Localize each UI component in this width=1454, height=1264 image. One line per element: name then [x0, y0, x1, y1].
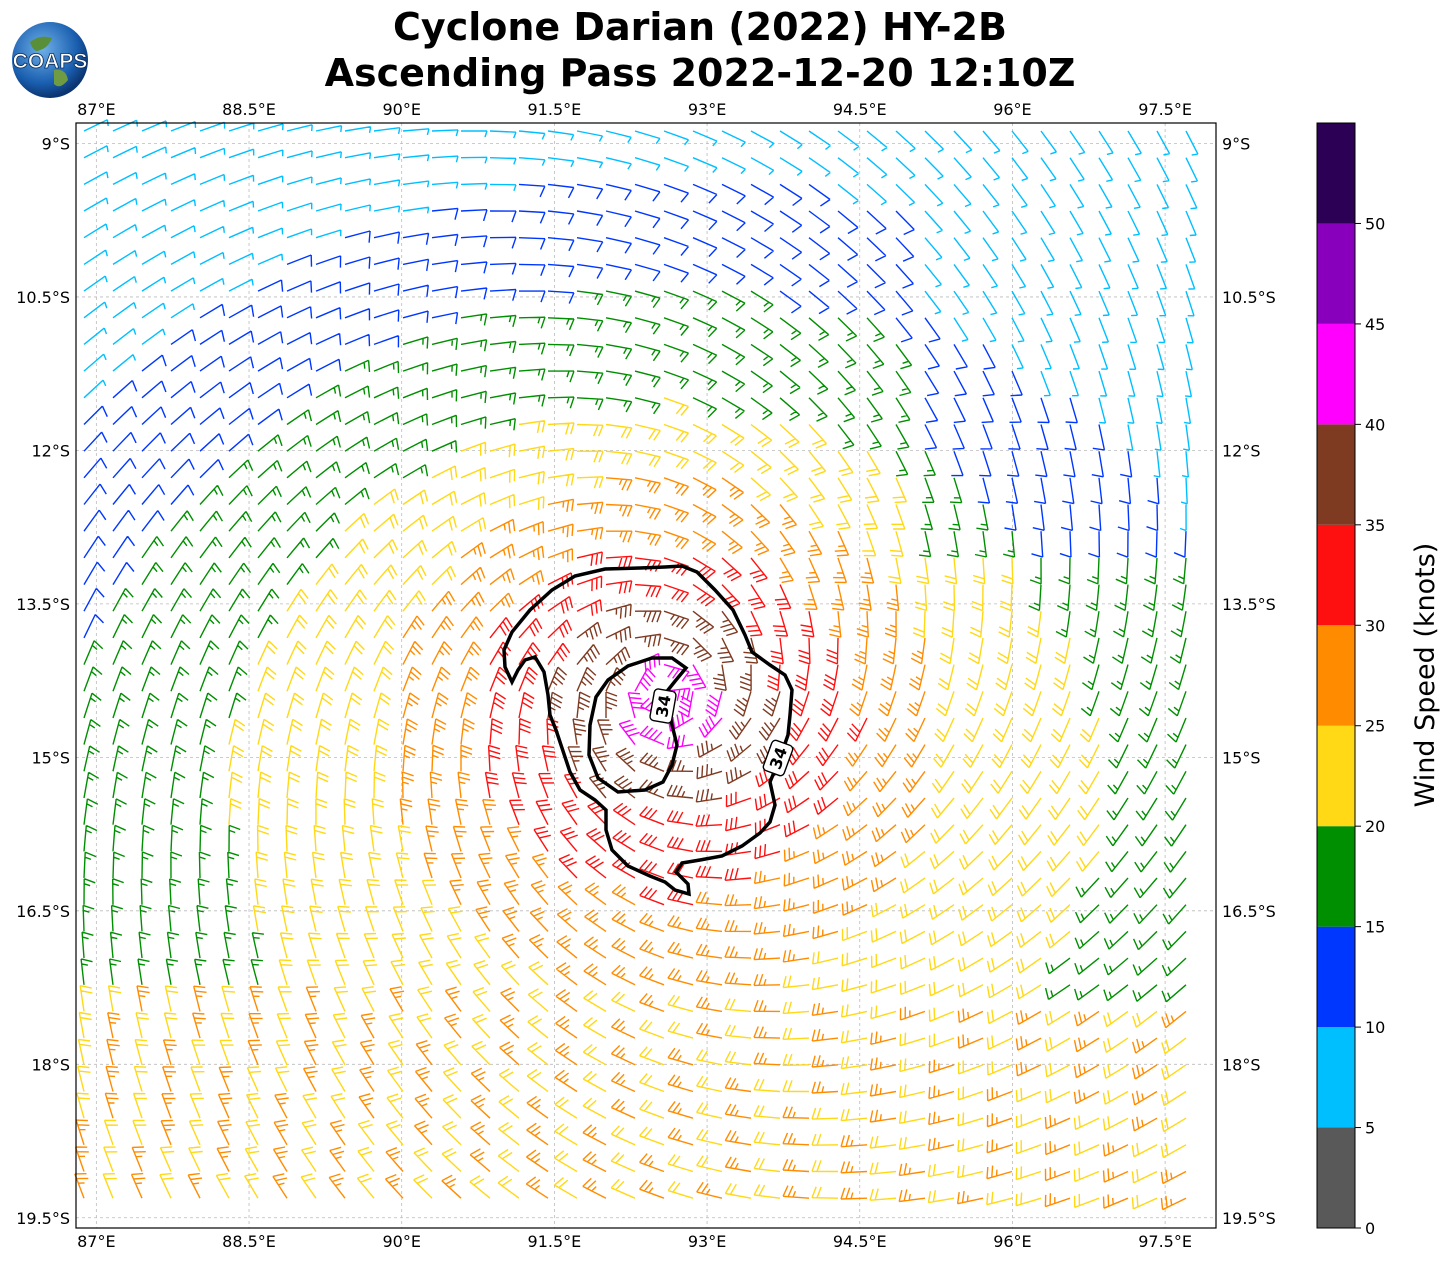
contour-label-right: 34	[762, 739, 794, 777]
lat-tick-label-right: 10.5°S	[1222, 288, 1276, 307]
colorbar-bin	[1317, 223, 1355, 324]
lon-tick-label-top: 87°E	[77, 100, 115, 119]
lon-tick-label-top: 88.5°E	[222, 100, 276, 119]
colorbar-tick-label: 0	[1365, 1219, 1375, 1238]
colorbar-bin	[1317, 323, 1355, 425]
colorbar-tick-label: 25	[1365, 717, 1385, 736]
colorbar-bin	[1317, 1127, 1355, 1228]
lat-tick-label-left: 16.5°S	[16, 902, 70, 921]
chart-title: Cyclone Darian (2022) HY-2B Ascending Pa…	[250, 4, 1150, 96]
lon-tick-label-top: 93°E	[688, 100, 726, 119]
colorbar-bin	[1317, 826, 1355, 927]
lat-tick-label-left: 19.5°S	[16, 1209, 70, 1228]
lon-tick-label-top: 96°E	[993, 100, 1031, 119]
lon-tick-label-bottom: 91.5°E	[528, 1232, 582, 1251]
colorbar-bin	[1317, 424, 1355, 525]
title-line-2: Ascending Pass 2022-12-20 12:10Z	[324, 51, 1076, 95]
lat-tick-label-left: 13.5°S	[16, 595, 70, 614]
colorbar-bin	[1317, 725, 1355, 827]
wind-barb-group	[547, 603, 781, 803]
colorbar-tick-label: 50	[1365, 214, 1385, 233]
colorbar-label: Wind Speed (knots)	[1410, 543, 1441, 808]
wind-barb-group	[74, 477, 1187, 1211]
globe-icon	[12, 22, 88, 98]
colorbar-tick-label: 15	[1365, 918, 1385, 937]
colorbar-frame	[1316, 122, 1356, 1229]
lon-tick-label-bottom: 88.5°E	[222, 1232, 276, 1251]
contour-label-left: 34	[649, 688, 677, 724]
lon-tick-label-top: 97.5°E	[1138, 100, 1192, 119]
lat-tick-label-right: 19.5°S	[1222, 1209, 1276, 1228]
lat-tick-label-right: 18°S	[1222, 1055, 1261, 1074]
wind-barb-group	[83, 119, 1199, 532]
colorbar-bin	[1317, 625, 1355, 726]
title-line-1: Cyclone Darian (2022) HY-2B	[393, 5, 1007, 49]
wind-barbs	[74, 119, 1199, 1211]
colorbar-tick-label: 40	[1365, 415, 1385, 434]
colorbar-tick-label: 10	[1365, 1018, 1385, 1037]
colorbar-tick-label: 20	[1365, 817, 1385, 836]
lat-tick-label-left: 15°S	[31, 748, 70, 767]
lon-tick-label-bottom: 96°E	[993, 1232, 1031, 1251]
lat-tick-label-left: 18°S	[31, 1055, 70, 1074]
lat-tick-label-left: 10.5°S	[16, 288, 70, 307]
contour-inner-line	[587, 656, 689, 794]
lat-tick-label-right: 12°S	[1222, 441, 1261, 460]
colorbar-tick-label: 35	[1365, 516, 1385, 535]
colorbar-bin	[1317, 1027, 1355, 1128]
lon-tick-label-top: 91.5°E	[528, 100, 582, 119]
contour-label-left-text: 34	[652, 693, 675, 718]
lon-tick-label-bottom: 87°E	[77, 1232, 115, 1251]
gridlines	[76, 123, 1216, 1228]
contour-outer-line	[502, 564, 794, 897]
axis-ticks: 87°E 87°E 88.5°E 88.5°E 90°E 90°E 91.5°E 91.5°E…	[16, 100, 1276, 1251]
lat-tick-label-left: 12°S	[31, 441, 70, 460]
colorbar: 0 5 10 15 20 25 30 35 40 45 50	[1316, 122, 1385, 1238]
map-frame	[75, 122, 1217, 1229]
colorbar-tick-label: 5	[1365, 1119, 1375, 1138]
wind-barb-group	[80, 290, 1187, 1003]
lat-tick-label-right: 15°S	[1222, 748, 1261, 767]
wind-barb-group	[83, 183, 1187, 639]
lat-tick-label-right: 13.5°S	[1222, 595, 1276, 614]
lat-tick-label-left: 9°S	[42, 134, 70, 153]
colorbar-bin	[1317, 123, 1355, 224]
colorbar-bin	[1317, 524, 1355, 626]
lon-tick-label-bottom: 93°E	[688, 1232, 726, 1251]
lon-tick-label-bottom: 94.5°E	[833, 1232, 887, 1251]
coaps-logo: COAPS	[12, 22, 88, 98]
lon-tick-label-bottom: 90°E	[382, 1232, 420, 1251]
colorbar-tick-label: 30	[1365, 616, 1385, 635]
lon-tick-label-top: 94.5°E	[833, 100, 887, 119]
lat-tick-label-right: 9°S	[1222, 134, 1250, 153]
wind-barb-group	[76, 397, 1187, 1210]
lat-tick-label-right: 16.5°S	[1222, 902, 1276, 921]
lon-tick-label-top: 90°E	[382, 100, 420, 119]
colorbar-tick-label: 45	[1365, 315, 1385, 334]
colorbar-bin	[1317, 926, 1355, 1028]
wind-34kt-contour: 34 34	[502, 564, 794, 897]
logo-text: COAPS	[13, 50, 88, 73]
lon-tick-label-bottom: 97.5°E	[1138, 1232, 1192, 1251]
